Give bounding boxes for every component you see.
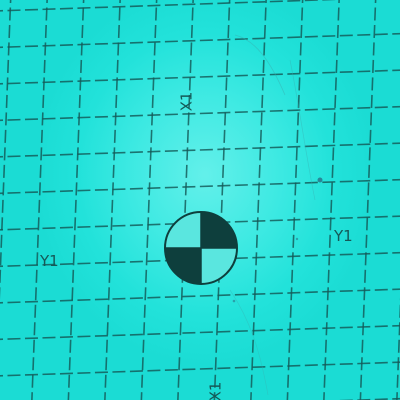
grid-line-horizontal <box>0 69 400 85</box>
grid-line-vertical <box>359 0 377 400</box>
scratch-mark <box>229 289 269 396</box>
grid-line-vertical <box>286 0 304 400</box>
grid-line-horizontal <box>0 142 400 158</box>
grid-line-vertical <box>250 0 267 400</box>
grid-line-vertical <box>396 297 400 400</box>
dust-speck <box>295 237 299 241</box>
x1-top-label: X1 <box>177 91 196 112</box>
grid-line-horizontal <box>0 0 341 12</box>
grid-line-vertical <box>67 0 85 400</box>
scratch-mark <box>234 34 286 96</box>
grid-line-vertical <box>213 0 231 400</box>
grid-line-horizontal <box>0 32 400 49</box>
grid-line-vertical <box>140 0 158 400</box>
grid-line-horizontal <box>0 324 400 341</box>
y1-left-label: Y1 <box>40 252 59 270</box>
y1-right-label: Y1 <box>334 227 353 245</box>
grid-line-vertical <box>31 0 48 400</box>
grid-line-vertical <box>177 0 194 400</box>
dust-speck <box>317 177 323 183</box>
scratch-mark <box>289 59 316 201</box>
grid-line-horizontal <box>0 361 400 377</box>
grid-line-vertical <box>0 0 12 300</box>
grid-line-horizontal <box>0 105 400 122</box>
calibration-target-icon <box>164 211 238 285</box>
grid-line-vertical <box>104 0 121 400</box>
grid-line-horizontal <box>0 178 400 195</box>
grid-line-vertical <box>323 0 340 400</box>
grid-line-horizontal <box>0 288 400 304</box>
x1-bottom-label: X1 <box>206 381 225 400</box>
dust-speck <box>232 299 236 303</box>
